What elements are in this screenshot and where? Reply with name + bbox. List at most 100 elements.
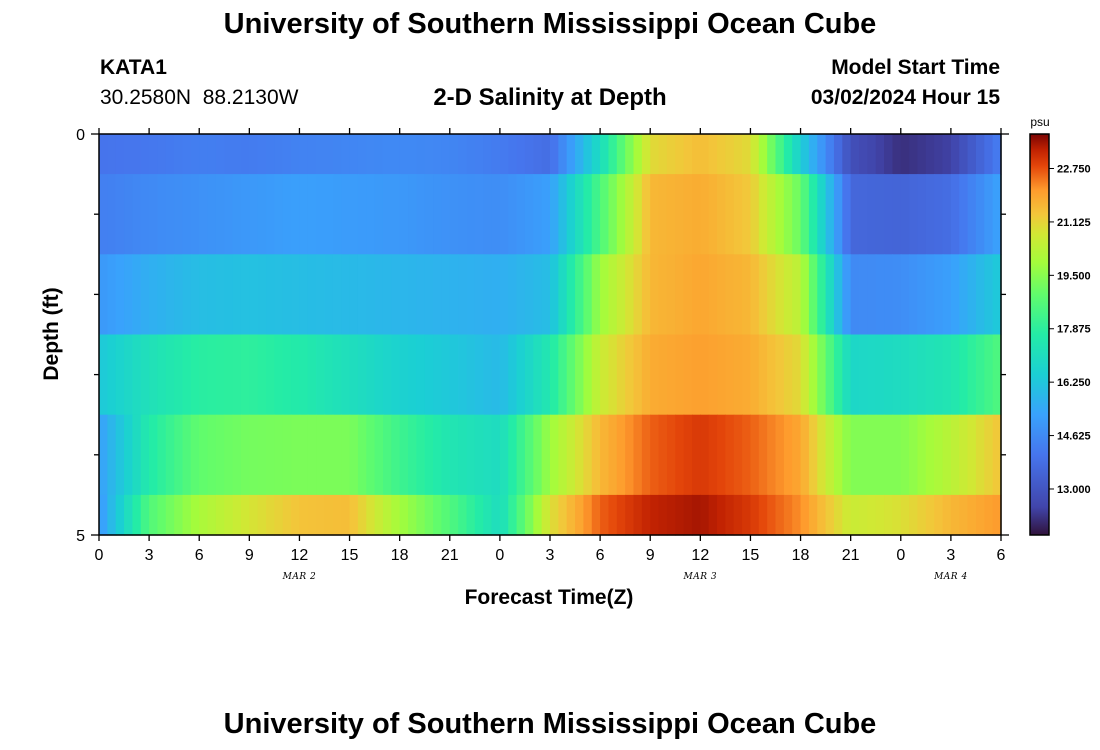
heatmap-cell	[850, 494, 860, 536]
x-tick-label: 9	[245, 547, 254, 564]
heatmap-cell	[708, 174, 718, 255]
heatmap-cell	[391, 134, 401, 175]
heatmap-cell	[516, 174, 526, 255]
heatmap-cell	[742, 414, 752, 496]
heatmap-cell	[967, 174, 977, 255]
heatmap-cell	[583, 334, 593, 416]
heatmap-cell	[675, 254, 685, 336]
heatmap-cell	[992, 334, 1002, 416]
heatmap-cell	[733, 174, 743, 255]
heatmap-cell	[140, 134, 150, 175]
heatmap-cell	[207, 494, 217, 536]
heatmap-cell	[174, 494, 184, 536]
heatmap-cell	[942, 134, 952, 175]
heatmap-cell	[575, 174, 585, 255]
heatmap-cell	[115, 134, 125, 175]
heatmap-cell	[750, 414, 760, 496]
heatmap-cell	[408, 254, 417, 336]
heatmap-cell	[449, 174, 459, 255]
heatmap-cell	[859, 334, 868, 416]
heatmap-cell	[825, 134, 835, 175]
heatmap-cell	[199, 414, 209, 496]
heatmap-cell	[508, 174, 518, 255]
heatmap-cell	[600, 334, 610, 416]
heatmap-cell	[349, 334, 359, 416]
heatmap-cell	[892, 134, 902, 175]
heatmap-cell	[441, 174, 451, 255]
heatmap-cell	[341, 334, 351, 416]
heatmap-cell	[959, 174, 969, 255]
heatmap-cell	[558, 334, 568, 416]
heatmap-cell	[700, 494, 710, 536]
heatmap-cell	[165, 174, 175, 255]
heatmap-cell	[583, 134, 593, 175]
heatmap-cell	[99, 414, 108, 496]
heatmap-cell	[533, 494, 543, 536]
heatmap-cell	[625, 494, 635, 536]
heatmap-cell	[124, 334, 134, 416]
heatmap-cell	[349, 174, 359, 255]
heatmap-cell	[282, 254, 292, 336]
heatmap-cell	[975, 174, 985, 255]
heatmap-cell	[499, 254, 509, 336]
heatmap-cell	[316, 334, 326, 416]
heatmap-cell	[124, 254, 134, 336]
heatmap-cell	[892, 414, 902, 496]
heatmap-cell	[658, 334, 668, 416]
colorbar-tick-label: 19.500	[1057, 270, 1091, 282]
heatmap-cell	[992, 134, 1002, 175]
heatmap-cell	[508, 254, 518, 336]
heatmap-cell	[182, 494, 192, 536]
heatmap-cell	[474, 494, 484, 536]
heatmap-cell	[833, 254, 843, 336]
heatmap-cell	[917, 494, 927, 536]
heatmap-cell	[775, 334, 785, 416]
heatmap-cell	[875, 254, 885, 336]
heatmap-cell	[215, 334, 225, 416]
heatmap-cell	[291, 414, 301, 496]
heatmap-cell	[483, 414, 493, 496]
heatmap-cell	[307, 134, 317, 175]
heatmap-cell	[700, 414, 710, 496]
heatmap-cell	[842, 174, 852, 255]
heatmap-cell	[299, 254, 309, 336]
heatmap-cell	[675, 134, 685, 175]
heatmap-cell	[199, 254, 209, 336]
heatmap-cell	[867, 334, 877, 416]
x-tick-label: 0	[495, 547, 504, 564]
heatmap-cell	[449, 334, 459, 416]
x-axis: 0 3 6 9 12 15 18 21 0 3 6 9 12 15 18 21 0 3 6 MAR 2 MAR 3 MAR…	[95, 128, 1006, 582]
heatmap-cell	[449, 254, 459, 336]
heatmap-cell	[391, 414, 401, 496]
heatmap-cell	[199, 174, 209, 255]
heatmap-cell	[466, 414, 476, 496]
heatmap-cell	[207, 334, 217, 416]
heatmap-cell	[884, 334, 894, 416]
heatmap-cell	[499, 414, 509, 496]
heatmap-cell	[842, 134, 852, 175]
heatmap-cell	[733, 414, 743, 496]
heatmap-cell	[825, 414, 835, 496]
heatmap-cell	[875, 494, 885, 536]
heatmap-cell	[800, 174, 810, 255]
heatmap-cell	[917, 414, 927, 496]
heatmap-cell	[650, 134, 660, 175]
heatmap-cell	[466, 134, 476, 175]
heatmap-cell	[433, 254, 443, 336]
heatmap-cell	[625, 174, 635, 255]
heatmap-cell	[132, 254, 142, 336]
heatmap-cell	[967, 334, 977, 416]
heatmap-cell	[591, 494, 601, 536]
x-tick-label: 18	[792, 547, 810, 564]
heatmap-cell	[382, 134, 392, 175]
heatmap-cell	[249, 494, 259, 536]
heatmap-cell	[366, 134, 376, 175]
heatmap-cell	[157, 254, 167, 336]
heatmap-cell	[641, 334, 651, 416]
heatmap-cell	[149, 414, 159, 496]
heatmap-cell	[332, 494, 342, 536]
heatmap-cell	[700, 334, 710, 416]
heatmap-cell	[215, 494, 225, 536]
heatmap-cell	[541, 134, 551, 175]
heatmap-cell	[483, 134, 493, 175]
